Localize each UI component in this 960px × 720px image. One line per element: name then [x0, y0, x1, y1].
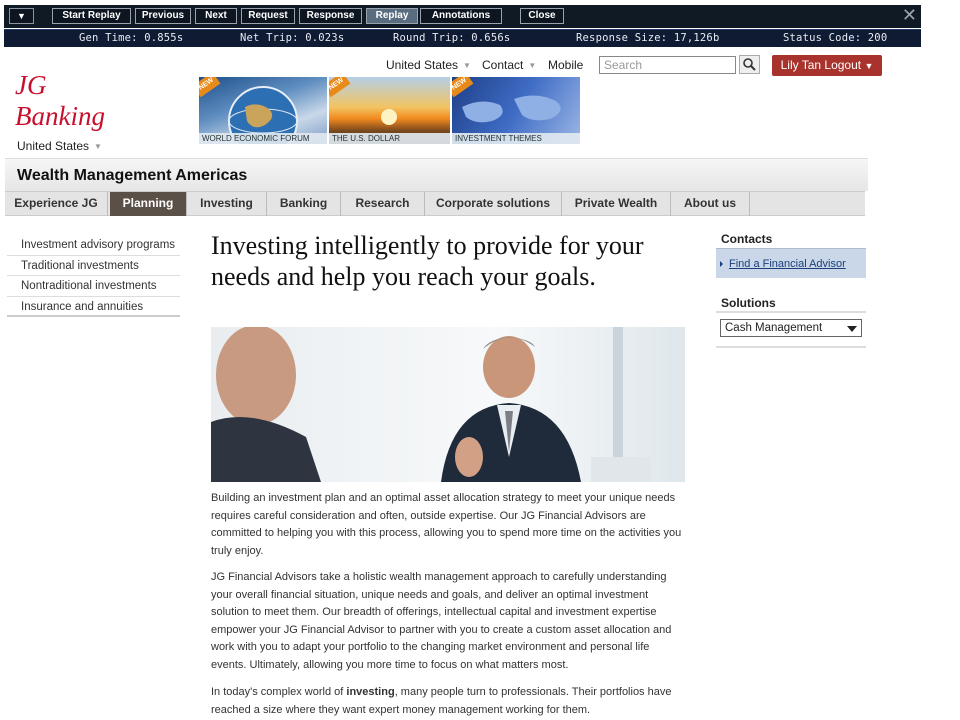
caret-down-icon: ▼: [864, 61, 874, 71]
left-nav-item-insurance[interactable]: Insurance and annuities: [7, 297, 180, 317]
left-nav: Investment advisory programs Traditional…: [7, 235, 180, 317]
stats-bar: Gen Time: 0.855s Net Trip: 0.023s Round …: [4, 29, 921, 47]
nav-corporate-solutions[interactable]: Corporate solutions: [425, 192, 562, 216]
section-title: Wealth Management Americas: [17, 167, 248, 184]
banner-world-economic-forum[interactable]: NEW WORLD ECONOMIC FORUM: [199, 77, 327, 144]
mobile-link[interactable]: Mobile: [548, 58, 584, 72]
nav-about-us[interactable]: About us: [671, 192, 750, 216]
para3-end: , many people turn to professionals. The…: [211, 686, 672, 716]
chevron-down-icon: [847, 326, 857, 332]
previous-button[interactable]: Previous: [135, 8, 191, 24]
net-trip: Net Trip: 0.023s: [240, 32, 345, 44]
logo[interactable]: JG Banking: [15, 70, 105, 132]
body-paragraph-3: In today's complex world of investing, m…: [211, 684, 686, 719]
round-trip: Round Trip: 0.656s: [393, 32, 511, 44]
nav-private-wealth[interactable]: Private Wealth: [562, 192, 671, 216]
replay-button[interactable]: Replay: [366, 8, 418, 24]
contacts-heading: Contacts: [721, 232, 773, 246]
annotations-button[interactable]: Annotations: [420, 8, 502, 24]
main-nav: Experience JG Planning Investing Banking…: [5, 191, 865, 216]
body-paragraph-2: JG Financial Advisors take a holistic we…: [211, 571, 672, 671]
nav-planning[interactable]: Planning: [110, 192, 187, 216]
logo-line1: JG: [15, 70, 47, 100]
divider: [716, 311, 866, 313]
solutions-heading: Solutions: [721, 296, 776, 310]
status-code: Status Code: 200: [783, 32, 888, 44]
contacts-box: Find a Financial Advisor: [716, 248, 866, 278]
globe-graphic: [228, 86, 298, 144]
page-headline: Investing intelligently to provide for y…: [211, 231, 644, 291]
nav-experience-jg[interactable]: Experience JG: [5, 192, 108, 216]
country-label: United States: [17, 139, 90, 153]
top-country-selector[interactable]: United States ▼: [386, 58, 471, 72]
nav-research[interactable]: Research: [341, 192, 425, 216]
search-icon: [743, 58, 756, 71]
search-input[interactable]: Search: [599, 56, 736, 74]
banner-us-dollar[interactable]: NEW THE U.S. DOLLAR: [329, 77, 450, 144]
logout-label: Lily Tan Logout: [780, 58, 862, 72]
nav-investing[interactable]: Investing: [187, 192, 267, 216]
advisor-meeting-image: [211, 327, 685, 482]
para3-start: In today's complex world of: [211, 686, 347, 698]
section-bar: Wealth Management Americas: [5, 158, 868, 191]
gen-time: Gen Time: 0.855s: [79, 32, 184, 44]
left-nav-item-nontraditional[interactable]: Nontraditional investments: [7, 276, 180, 297]
banner-caption: THE U.S. DOLLAR: [329, 133, 450, 144]
nav-banking[interactable]: Banking: [267, 192, 341, 216]
response-button[interactable]: Response: [299, 8, 362, 24]
caret-down-icon: ▼: [94, 142, 102, 152]
body-paragraph-1: Building an investment plan and an optim…: [211, 492, 682, 557]
banner-investment-themes[interactable]: NEW INVESTMENT THEMES: [452, 77, 580, 144]
toolbar-menu-dropdown[interactable]: ▼: [9, 8, 34, 24]
bullet-arrow-icon: [720, 261, 723, 267]
logo-line2: Banking: [15, 101, 105, 131]
close-icon[interactable]: ✕: [901, 5, 917, 25]
request-button[interactable]: Request: [241, 8, 295, 24]
left-nav-item-traditional[interactable]: Traditional investments: [7, 256, 180, 276]
response-size: Response Size: 17,126b: [576, 32, 720, 44]
left-nav-item-investment-advisory[interactable]: Investment advisory programs: [7, 235, 180, 256]
sunset-graphic: [381, 109, 397, 125]
solutions-select-value: Cash Management: [725, 322, 823, 334]
close-button[interactable]: Close: [520, 8, 564, 24]
find-advisor-link[interactable]: Find a Financial Advisor: [729, 258, 846, 270]
search-button[interactable]: [739, 55, 760, 74]
country-selector[interactable]: United States ▼: [17, 139, 102, 153]
banner-caption: WORLD ECONOMIC FORUM: [199, 133, 327, 144]
start-replay-button[interactable]: Start Replay: [52, 8, 131, 24]
top-country-label: United States: [386, 58, 459, 72]
replay-toolbar: ▼ Start Replay Previous Next Request Res…: [4, 5, 921, 28]
caret-down-icon: ▼: [528, 61, 537, 71]
banner-caption: INVESTMENT THEMES: [452, 133, 580, 144]
world-map-graphic: [462, 95, 561, 123]
solutions-select[interactable]: Cash Management: [720, 319, 862, 337]
divider: [716, 346, 866, 348]
advisor-photo: [211, 327, 685, 482]
next-button[interactable]: Next: [195, 8, 237, 24]
contact-label: Contact: [482, 58, 524, 72]
para3-bold: investing: [346, 686, 395, 698]
logout-button[interactable]: Lily Tan Logout ▼: [772, 55, 882, 76]
contact-menu[interactable]: Contact ▼: [482, 58, 536, 72]
caret-down-icon: ▼: [463, 61, 471, 71]
